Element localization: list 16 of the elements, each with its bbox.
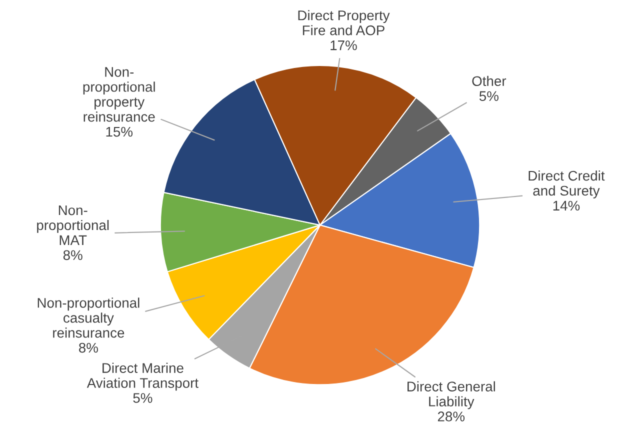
data-label: 8% (63, 250, 82, 260)
data-label: 5% (133, 393, 152, 403)
data-label: 17% (330, 40, 357, 50)
data-label: 28% (438, 412, 465, 422)
slice-label: Direct Marine Aviation Transport (86, 362, 198, 391)
data-label: 15% (106, 126, 133, 137)
slice-label: Non- proportional MAT (37, 206, 109, 245)
data-label: 5% (479, 91, 498, 101)
slice-label: Non-proportional casualty reinsurance (38, 298, 140, 338)
data-label: 8% (79, 342, 98, 353)
slice-label: Other (472, 76, 506, 86)
slice-label: Direct Credit and Surety (528, 170, 605, 198)
data-label: 14% (553, 200, 580, 211)
slice-label: Direct General Liability (408, 381, 495, 410)
slice-label: Direct Property Fire and AOP (298, 10, 390, 36)
slice-label: Non- proportional property reinsurance (83, 67, 155, 122)
